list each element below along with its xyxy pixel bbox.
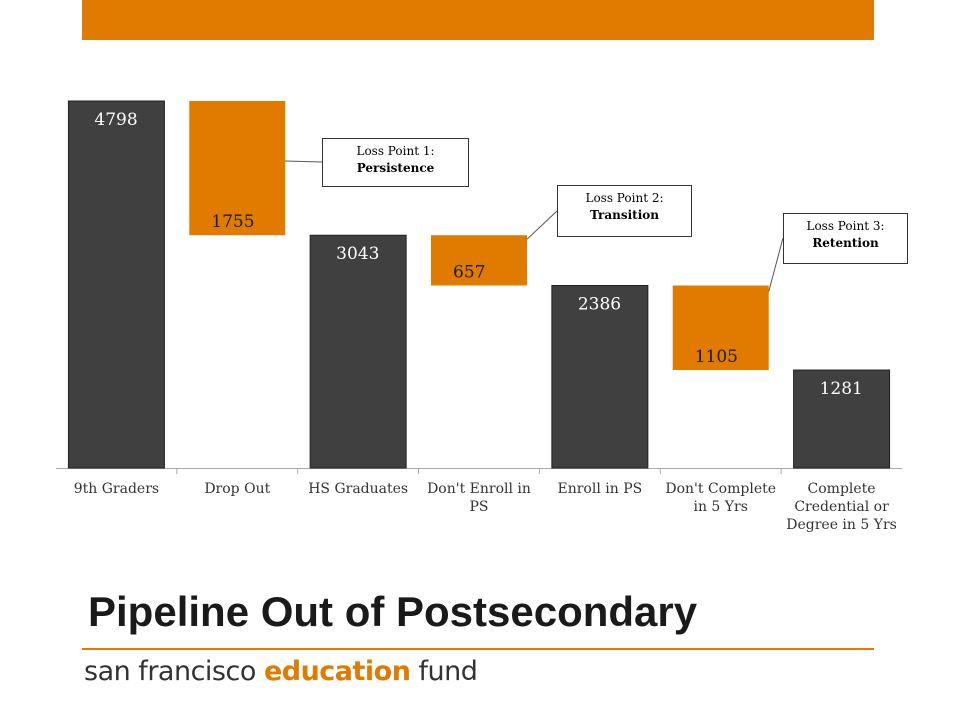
bar-6: [793, 369, 891, 469]
bar-4: [551, 284, 649, 469]
waterfall-chart: 4798 1755 3043 657 2386 1105 1281: [56, 100, 902, 474]
callout-1-connector: [285, 160, 323, 163]
callout-loss-point-2: Loss Point 2: Transition: [557, 185, 692, 237]
bar-0: [67, 100, 165, 469]
data-label-3: 657: [453, 262, 485, 282]
organization-logo: san francisco education fund: [84, 656, 478, 687]
callout-2-line2: Transition: [589, 208, 660, 222]
top-accent-band: [82, 0, 874, 40]
data-label-1: 1755: [211, 212, 254, 232]
title-underline: [82, 648, 874, 650]
data-label-6: 1281: [820, 379, 863, 399]
category-label-6: Complete Credential or Degree in 5 Yrs: [786, 481, 897, 533]
bar-1: [189, 101, 286, 236]
logo-part-2: education: [263, 656, 411, 687]
bar-5: [672, 285, 769, 371]
category-label-4: Enroll in PS: [557, 481, 643, 497]
callout-1-line1: Loss Point 1:: [356, 144, 435, 158]
data-label-0: 4798: [94, 110, 137, 130]
data-label-5: 1105: [695, 347, 738, 367]
callout-3-connector: [768, 237, 784, 292]
logo-part-1: san francisco: [84, 656, 264, 687]
callout-2-connector: [526, 210, 558, 240]
callout-1-line2: Persistence: [356, 161, 435, 175]
category-label-5: Don't Complete in 5 Yrs: [665, 481, 777, 515]
category-label-0: 9th Graders: [73, 481, 160, 497]
callout-loss-point-3: Loss Point 3: Retention: [783, 213, 908, 264]
slide-title: Pipeline Out of Postsecondary: [88, 588, 698, 635]
callout-3-line2: Retention: [812, 236, 879, 250]
callout-3-line1: Loss Point 3:: [806, 219, 885, 233]
data-label-2: 3043: [336, 244, 379, 264]
category-label-1: Drop Out: [204, 481, 271, 497]
bar-3: [431, 235, 527, 286]
callout-2-line1: Loss Point 2:: [585, 191, 664, 205]
callout-loss-point-1: Loss Point 1: Persistence: [322, 138, 469, 187]
category-label-3: Don't Enroll in PS: [427, 481, 531, 515]
category-label-2: HS Graduates: [308, 481, 409, 497]
data-label-4: 2386: [578, 294, 621, 314]
bar-2: [309, 234, 407, 469]
logo-part-3: fund: [410, 656, 478, 687]
